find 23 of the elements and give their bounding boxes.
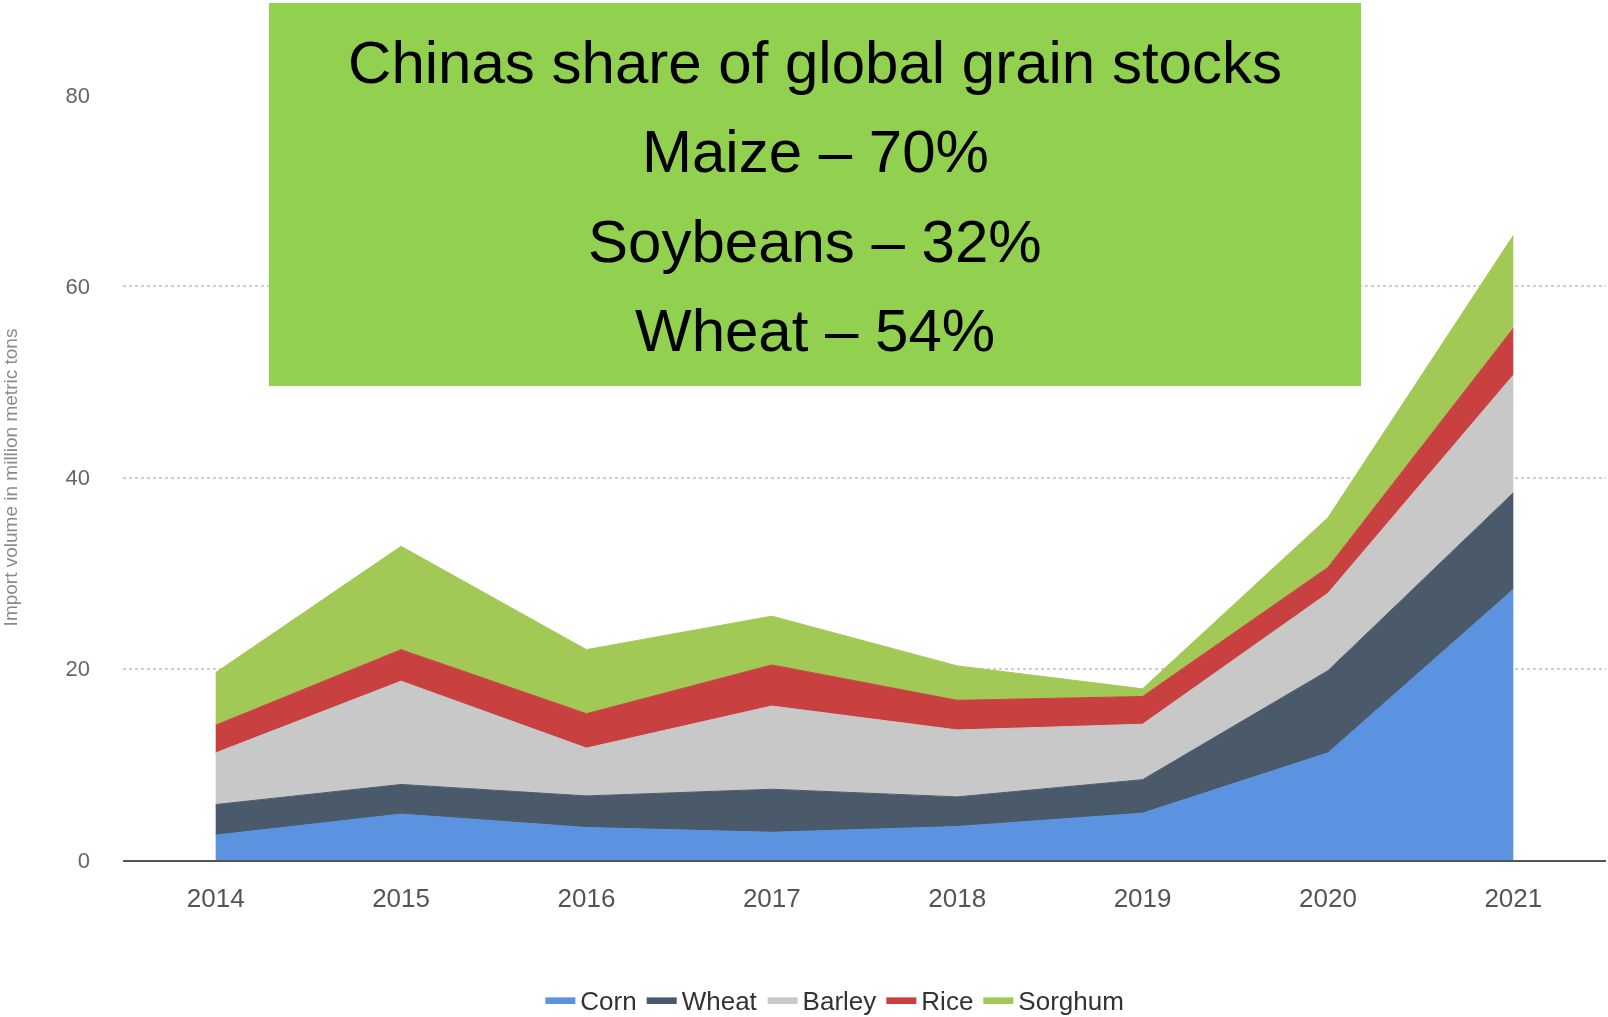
y-axis-title: Import volume in million metric tons xyxy=(0,328,21,627)
legend-label: Corn xyxy=(580,986,637,1017)
x-tick-label: 2019 xyxy=(1113,883,1172,914)
legend-label: Wheat xyxy=(681,986,758,1017)
y-tick-label: 20 xyxy=(65,656,90,682)
legend-label: Rice xyxy=(921,986,974,1017)
x-tick-label: 2015 xyxy=(372,883,430,914)
y-tick-label: 40 xyxy=(65,465,90,491)
x-tick-label: 2017 xyxy=(742,883,801,914)
x-tick-label: 2014 xyxy=(186,883,245,914)
y-tick-label: 0 xyxy=(77,847,90,873)
legend-label: Barley xyxy=(802,986,877,1017)
y-tick-label: 80 xyxy=(65,82,90,108)
annotation: Soybeans – 32% xyxy=(588,208,1042,275)
annotation: Maize – 70% xyxy=(642,118,989,185)
annotation: Wheat – 54% xyxy=(635,297,996,364)
x-tick-label: 2018 xyxy=(928,883,987,914)
chart-title: Chinas share of global grain stocks xyxy=(348,29,1282,96)
x-tick-label: 2016 xyxy=(557,883,616,914)
x-tick-label: 2021 xyxy=(1484,883,1543,914)
y-tick-label: 60 xyxy=(65,273,90,299)
x-tick-label: 2020 xyxy=(1299,883,1357,914)
legend-label: Sorghum xyxy=(1018,986,1124,1017)
